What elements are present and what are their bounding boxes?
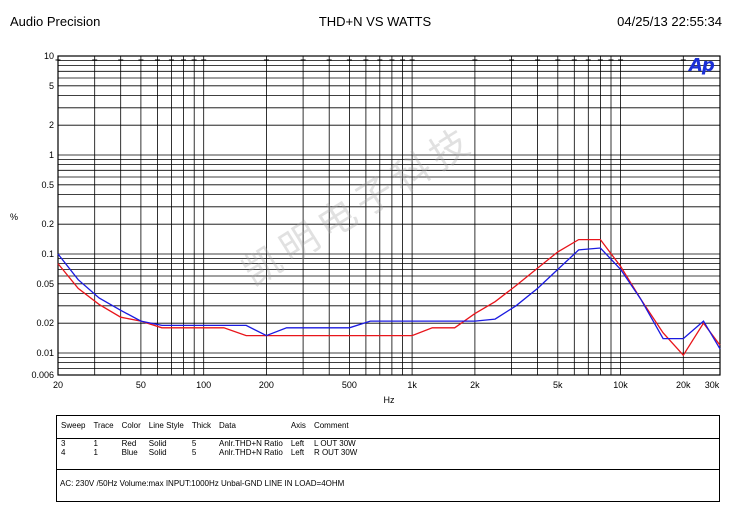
legend-row: 3 1 Red Solid 5 Anlr.THD+N Ratio Left L OUT 30W xyxy=(59,439,363,448)
legend-body: 3 1 Red Solid 5 Anlr.THD+N Ratio Left L OUT 30W… xyxy=(59,439,363,457)
legend-header-cell: Thick xyxy=(191,421,212,430)
y-tick-label: 0.006 xyxy=(31,370,54,380)
legend-header-cell: Color xyxy=(121,421,141,430)
y-tick-label: 0.05 xyxy=(36,279,54,289)
legend-cell: Left xyxy=(290,439,305,448)
legend-header-cell: Axis xyxy=(290,421,306,430)
chart-title: THD+N VS WATTS xyxy=(318,14,432,29)
legend-cell: 1 xyxy=(93,448,98,457)
y-tick-label: 0.1 xyxy=(41,249,54,259)
legend-cell: Red xyxy=(121,439,137,448)
legend-header-cell: Sweep xyxy=(61,421,86,430)
x-tick-label: 200 xyxy=(259,380,274,390)
legend-table: Sweep Trace Color Line Style Thick Data Axis Co… xyxy=(59,421,363,457)
legend-cell: 5 xyxy=(191,439,197,448)
series-line-2 xyxy=(57,247,721,350)
x-tick-label: 50 xyxy=(136,380,146,390)
series-layer xyxy=(57,238,721,357)
measurement-settings: AC: 230V /50Hz Volume:max INPUT:1000Hz U… xyxy=(60,479,345,488)
x-tick-label: 1k xyxy=(407,380,417,390)
x-tick-label: 2k xyxy=(470,380,480,390)
legend-cell: Solid xyxy=(148,439,167,448)
legend-cell: 4 xyxy=(61,448,66,457)
y-tick-label: 0.01 xyxy=(36,348,54,358)
legend-row: 4 1 Blue Solid 5 Anlr.THD+N Ratio Left R OUT 30… xyxy=(59,448,363,457)
x-tick-label: 100 xyxy=(196,380,211,390)
legend-header-cell: Data xyxy=(219,421,236,430)
plot-frame xyxy=(57,55,721,376)
x-tick-label: 500 xyxy=(342,380,357,390)
y-axis-label: % xyxy=(10,212,18,222)
thd-chart: 20 50 100 200 500 1k 2k 5k 10k 20k 30k 10 5 2 1 0.5 0.2 0… xyxy=(10,51,721,405)
legend-header-cell: Comment xyxy=(313,421,349,430)
grid-layer xyxy=(57,55,721,376)
y-tick-label: 0.5 xyxy=(41,180,54,190)
legend-cell: 1 xyxy=(93,439,98,448)
legend-cell: L OUT 30W xyxy=(313,439,356,448)
y-tick-label: 1 xyxy=(49,150,54,160)
legend-header-cell: Line Style xyxy=(148,421,184,430)
legend-box: Sweep Trace Color Line Style Thick Data Axis Co… xyxy=(56,415,720,502)
x-tick-label: 20k xyxy=(676,380,691,390)
x-tick-label: 5k xyxy=(553,380,563,390)
legend-divider xyxy=(57,469,719,470)
x-tick-label: 20 xyxy=(53,380,63,390)
legend-cell: Anlr.THD+N Ratio xyxy=(219,439,283,448)
ap-logo: Ap xyxy=(689,55,715,76)
y-tick-label: 0.02 xyxy=(36,318,54,328)
legend-cell: 3 xyxy=(61,439,66,448)
tick-layer: 20 50 100 200 500 1k 2k 5k 10k 20k 30k 10 5 2 1 0.5 0.2 0… xyxy=(31,51,719,390)
legend-cell: Solid xyxy=(148,448,167,457)
y-tick-label: 0.2 xyxy=(41,219,54,229)
series-line-1 xyxy=(57,238,721,357)
legend-header-row: Sweep Trace Color Line Style Thick Data Axis Co… xyxy=(59,421,363,439)
y-tick-label: 10 xyxy=(44,51,54,61)
legend-header-cell: Trace xyxy=(93,421,114,430)
timestamp: 04/25/13 22:55:34 xyxy=(617,14,722,29)
legend-cell: R OUT 30W xyxy=(313,448,358,457)
legend-cell: 5 xyxy=(191,448,197,457)
app-brand: Audio Precision xyxy=(10,14,101,29)
x-tick-label: 30k xyxy=(705,380,720,390)
y-tick-label: 5 xyxy=(49,81,54,91)
legend-cell: Blue xyxy=(121,448,138,457)
y-tick-label: 2 xyxy=(49,120,54,130)
x-axis-label: Hz xyxy=(384,395,395,405)
x-tick-label: 10k xyxy=(613,380,628,390)
legend-cell: Anlr.THD+N Ratio xyxy=(219,448,283,457)
legend-divider xyxy=(57,438,719,439)
legend-cell: Left xyxy=(290,448,305,457)
